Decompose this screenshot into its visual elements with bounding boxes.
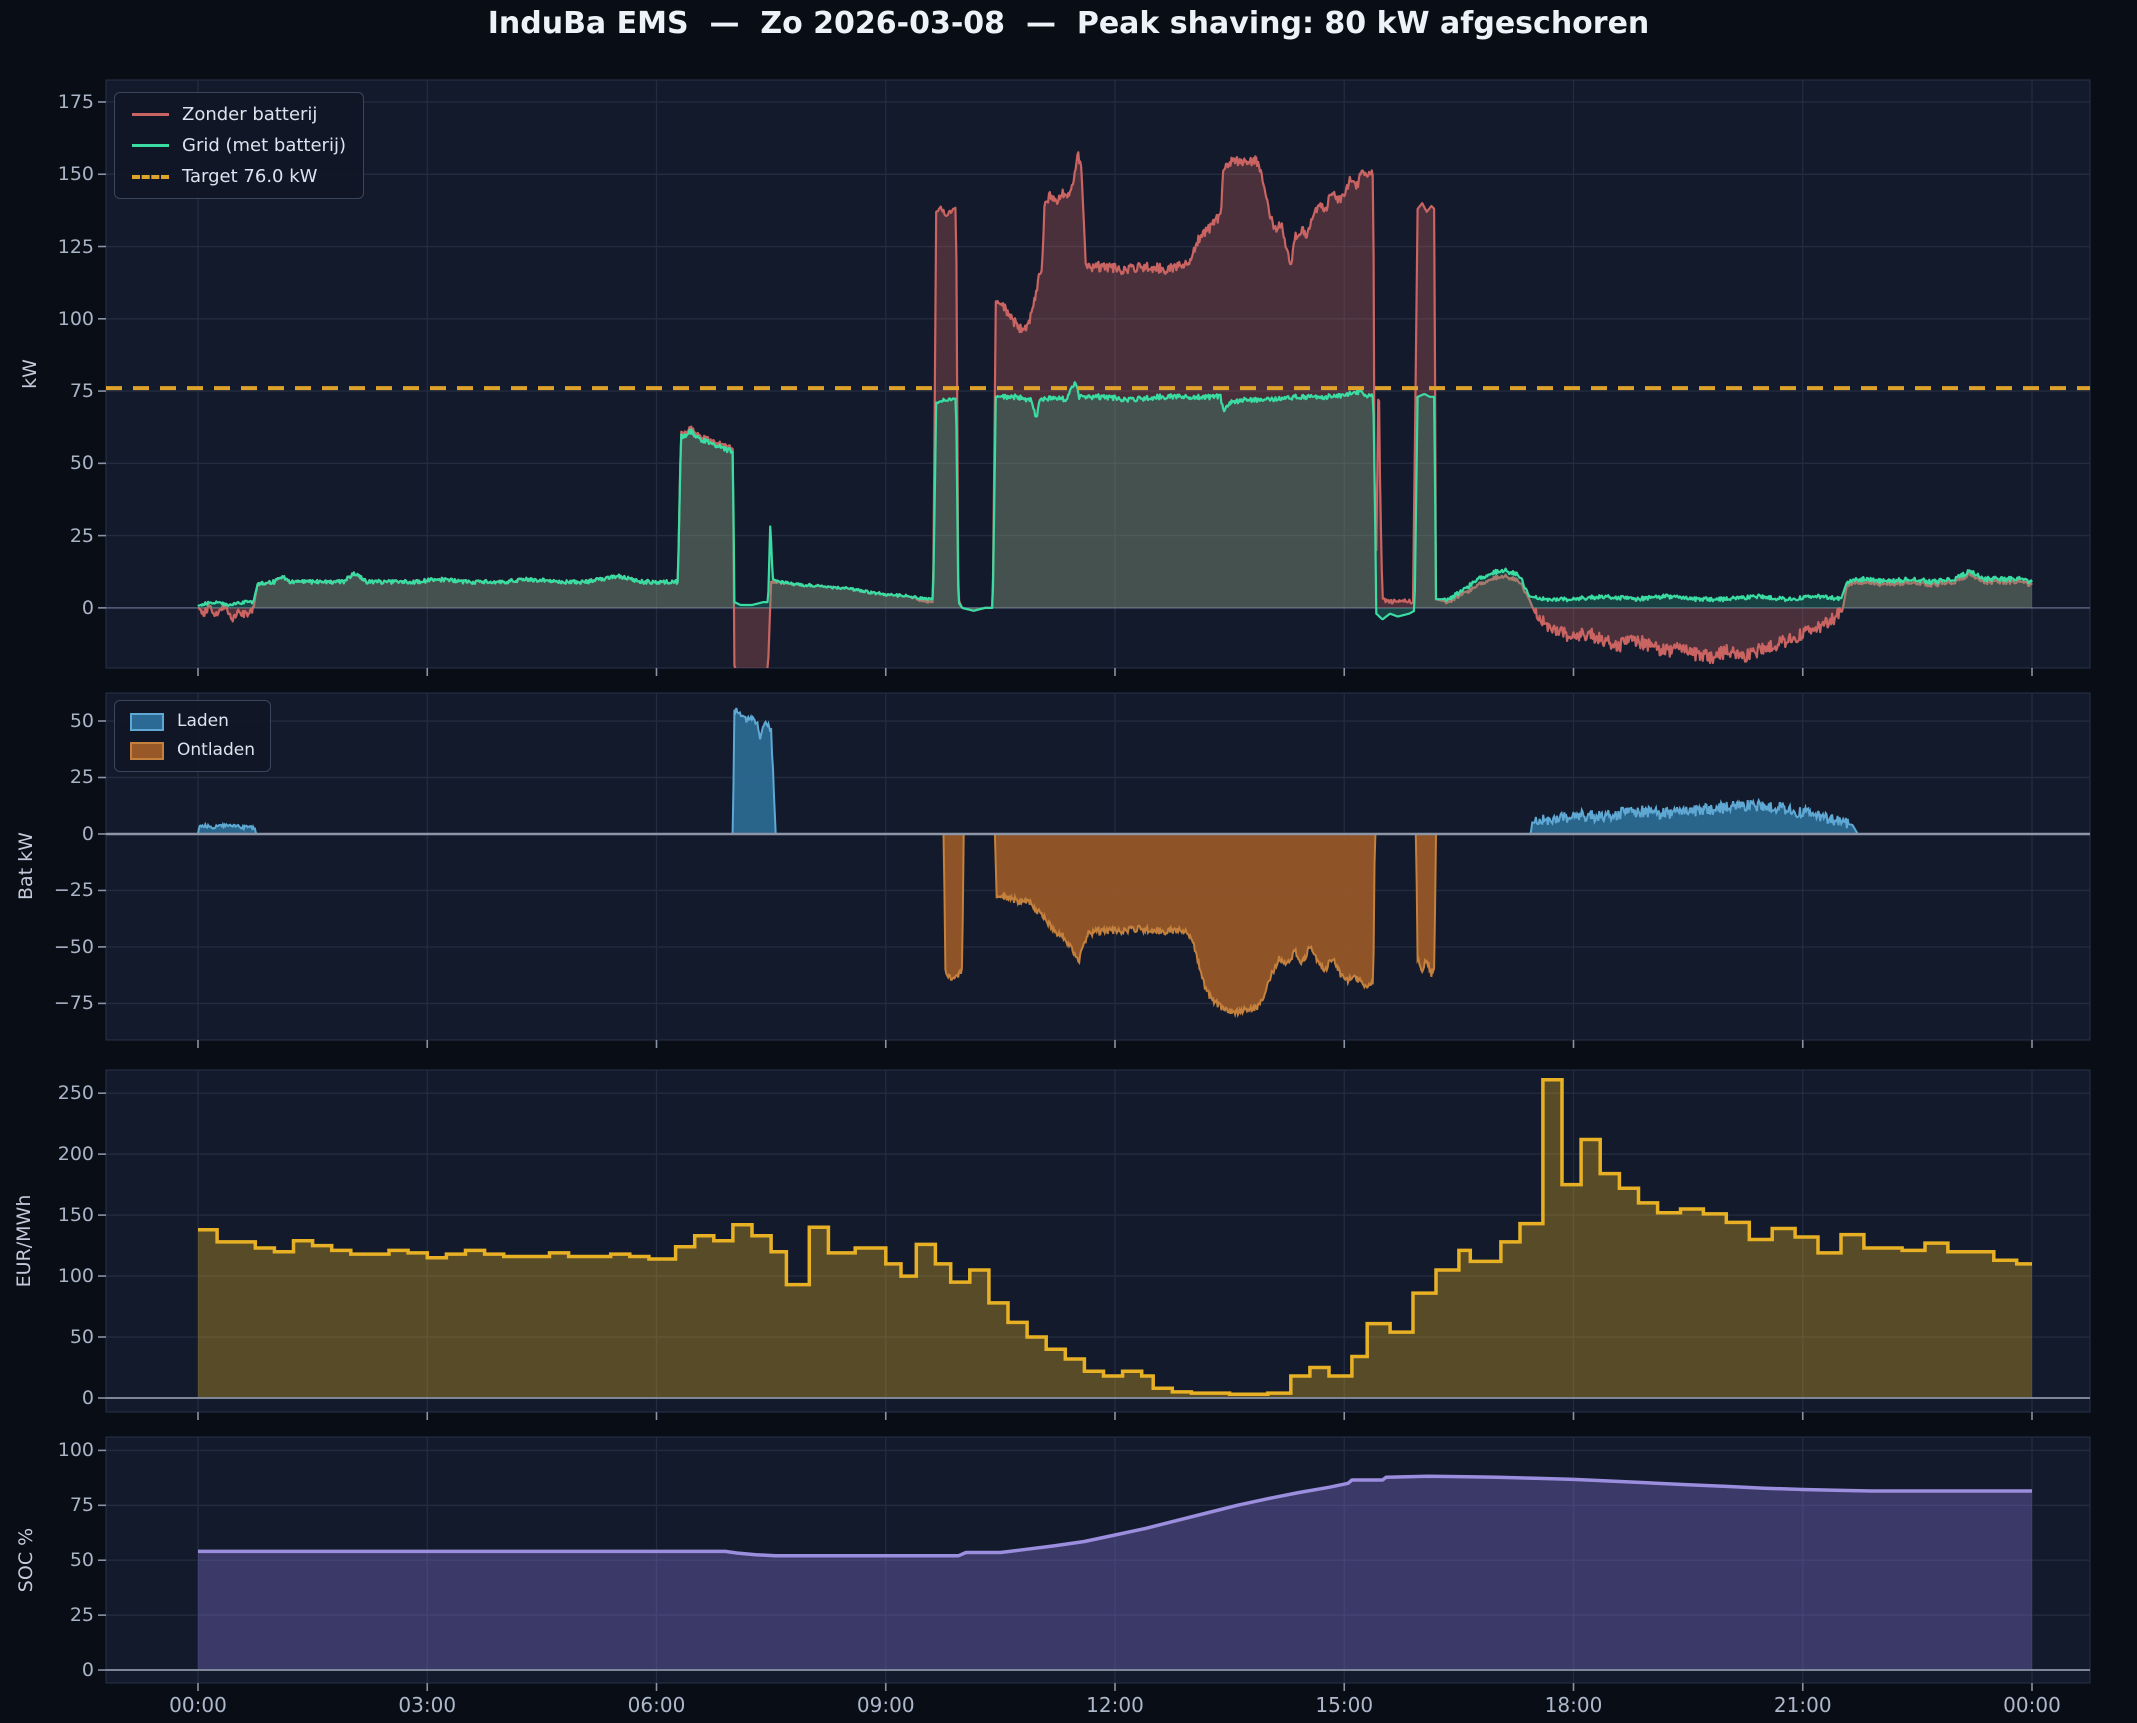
y-tick-label: 150 (57, 1204, 94, 1227)
y-tick-label: 0 (81, 596, 94, 619)
legend-item-zonder-batterij: Zonder batterij (132, 104, 346, 125)
legend-dash-target-icon (132, 174, 169, 179)
legend-patch-ontladen-icon (130, 741, 164, 760)
y-tick-label: −50 (53, 935, 94, 958)
y-tick-label: 50 (69, 1326, 94, 1349)
y-tick-label: 50 (69, 452, 94, 475)
y-tick-label: 175 (57, 90, 94, 113)
legend-label-target: Target 76.0 kW (182, 166, 318, 187)
x-tick-label: 06:00 (627, 1693, 686, 1717)
legend-item-target: Target 76.0 kW (132, 166, 346, 187)
legend-label-laden: Laden (177, 711, 229, 731)
x-tick-label: 21:00 (1773, 1693, 1832, 1717)
legend-patch-laden-icon (130, 712, 164, 731)
x-tick-label: 00:00 (2003, 1693, 2061, 1717)
y-tick-label: −25 (53, 879, 94, 902)
y-tick-label: −75 (53, 992, 94, 1015)
y-tick-label: 100 (57, 307, 94, 330)
page-title: InduBa EMS — Zo 2026-03-08 — Peak shavin… (487, 6, 1650, 41)
y-tick-label: 125 (57, 235, 94, 258)
y-tick-label: 75 (69, 380, 94, 403)
x-tick-label: 09:00 (856, 1693, 915, 1717)
y-tick-label: 0 (81, 1659, 94, 1682)
x-tick-label: 12:00 (1086, 1693, 1144, 1717)
y-tick-label: 200 (57, 1143, 94, 1166)
legend-power: Zonder batterij Grid (met batterij) Targ… (114, 92, 364, 199)
x-tick-label: 00:00 (169, 1693, 227, 1717)
y-tick-label: 0 (81, 822, 94, 845)
legend-label-zonder: Zonder batterij (182, 104, 318, 125)
legend-item-grid-met-batterij: Grid (met batterij) (132, 135, 346, 156)
y-tick-label: 25 (69, 766, 94, 789)
legend-line-grid-icon (132, 144, 169, 147)
legend-label-ontladen: Ontladen (177, 740, 255, 760)
y-tick-label: 100 (57, 1265, 94, 1288)
legend-label-grid: Grid (met batterij) (182, 135, 346, 156)
y-tick-label: 50 (69, 710, 94, 732)
y-tick-label: 25 (69, 1604, 94, 1627)
y-tick-label: 250 (57, 1082, 94, 1105)
x-tick-label: 03:00 (398, 1693, 457, 1717)
y-tick-label: 75 (69, 1494, 94, 1517)
legend-battery: Laden Ontladen (114, 700, 271, 772)
legend-item-laden: Laden (130, 711, 255, 732)
legend-item-ontladen: Ontladen (130, 740, 255, 761)
y-tick-label: 150 (57, 163, 94, 186)
x-tick-label: 15:00 (1315, 1693, 1374, 1717)
y-tick-label: 100 (57, 1439, 94, 1462)
x-tick-label: 18:00 (1544, 1693, 1603, 1717)
legend-line-zonder-icon (132, 113, 169, 116)
y-tick-label: 50 (69, 1549, 94, 1572)
y-tick-label: 25 (69, 524, 94, 547)
y-tick-label: 0 (81, 1386, 94, 1409)
